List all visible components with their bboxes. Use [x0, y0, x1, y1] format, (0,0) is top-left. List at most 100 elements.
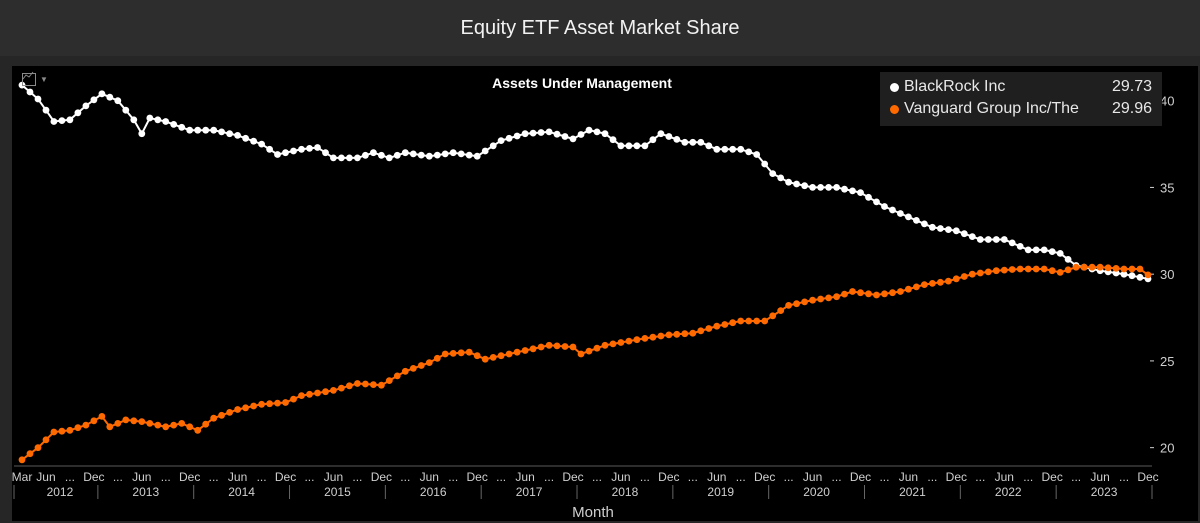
data-point — [26, 88, 34, 96]
data-point — [761, 317, 769, 325]
x-tick-label: Dec — [946, 470, 967, 484]
x-tick-label: Dec — [1041, 470, 1062, 484]
data-point — [937, 225, 944, 232]
data-point — [298, 145, 305, 153]
data-point — [338, 384, 345, 392]
data-point — [1136, 273, 1144, 281]
data-point — [306, 390, 313, 398]
year-label: 2015 — [324, 485, 351, 499]
data-point — [992, 236, 1000, 243]
data-point — [921, 281, 928, 288]
data-point — [665, 133, 673, 140]
data-point — [952, 275, 960, 283]
data-point — [50, 118, 58, 125]
x-tick-label: Dec — [658, 470, 679, 484]
x-tick-dots: ... — [736, 470, 746, 484]
data-point — [577, 131, 585, 138]
data-point — [234, 132, 242, 139]
data-point — [218, 411, 226, 419]
data-point — [785, 302, 792, 309]
data-point — [154, 421, 162, 429]
legend-value: 29.96 — [1111, 100, 1152, 117]
data-point — [1136, 265, 1144, 273]
data-point — [186, 423, 194, 431]
data-point — [338, 154, 345, 162]
data-point — [170, 121, 178, 128]
x-tick-dots: ... — [113, 470, 123, 484]
data-point — [905, 213, 912, 221]
data-point — [90, 96, 98, 104]
data-point — [505, 350, 513, 358]
x-tick-dots: ... — [1023, 470, 1033, 484]
x-tick-label: Jun — [707, 470, 726, 484]
data-point — [82, 421, 90, 429]
data-point — [1120, 270, 1128, 278]
x-tick-label: Jun — [324, 470, 343, 484]
data-point — [1112, 265, 1120, 272]
data-point — [393, 372, 401, 380]
data-point — [385, 154, 393, 162]
data-point — [354, 380, 361, 387]
data-point — [657, 130, 665, 138]
data-point — [513, 348, 521, 356]
data-point — [601, 130, 609, 138]
data-point — [306, 145, 313, 152]
data-point — [1040, 265, 1048, 273]
data-point — [42, 106, 50, 114]
x-tick-label: Mar — [12, 470, 32, 484]
x-tick-label: Jun — [1090, 470, 1109, 484]
data-point — [929, 280, 936, 287]
data-point — [290, 147, 297, 155]
data-point — [825, 184, 832, 191]
data-point — [841, 185, 848, 193]
legend-item-vanguard: Vanguard Group Inc/The 29.96 — [890, 98, 1152, 120]
data-point — [713, 322, 721, 330]
data-point — [521, 130, 529, 138]
data-point — [1000, 266, 1008, 274]
data-point — [1016, 243, 1024, 250]
data-point — [952, 227, 960, 235]
legend-swatch — [890, 104, 899, 114]
data-point — [537, 129, 545, 136]
x-tick-dots: ... — [304, 470, 314, 484]
data-point — [489, 142, 497, 150]
data-point — [1064, 266, 1072, 274]
data-point — [481, 355, 489, 363]
data-point — [585, 126, 593, 134]
data-point — [330, 387, 337, 394]
data-point — [1048, 248, 1056, 256]
x-tick-dots: ... — [65, 470, 75, 484]
data-point — [609, 136, 617, 144]
data-point — [441, 350, 449, 358]
data-point — [18, 456, 26, 464]
data-point — [960, 230, 968, 238]
data-point — [409, 365, 417, 372]
data-point — [106, 93, 114, 101]
data-point — [146, 114, 154, 122]
data-point — [689, 329, 697, 337]
x-tick-dots: ... — [640, 470, 650, 484]
data-point — [737, 317, 745, 325]
data-point — [298, 392, 305, 399]
data-point — [481, 147, 489, 155]
data-point — [1032, 246, 1040, 254]
data-point — [401, 149, 409, 157]
data-point — [873, 291, 880, 299]
x-tick-label: Jun — [515, 470, 534, 484]
data-point — [881, 203, 888, 210]
data-point — [553, 130, 561, 138]
chart-type-button[interactable]: ▼ — [22, 70, 62, 88]
data-point — [505, 134, 513, 142]
data-point — [1128, 272, 1136, 280]
data-point — [370, 149, 377, 157]
data-point — [753, 151, 761, 158]
data-point — [745, 148, 753, 156]
data-point — [473, 152, 481, 160]
data-point — [793, 300, 800, 308]
x-tick-label: Dec — [83, 470, 104, 484]
data-point — [34, 444, 42, 452]
data-point — [401, 367, 409, 375]
year-label: 2019 — [707, 485, 734, 499]
year-label: 2023 — [1091, 485, 1118, 499]
data-point — [202, 420, 210, 428]
